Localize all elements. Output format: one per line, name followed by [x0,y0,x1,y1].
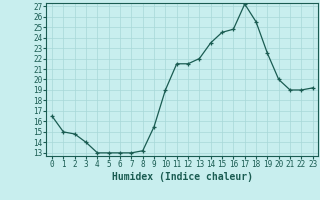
X-axis label: Humidex (Indice chaleur): Humidex (Indice chaleur) [112,172,253,182]
